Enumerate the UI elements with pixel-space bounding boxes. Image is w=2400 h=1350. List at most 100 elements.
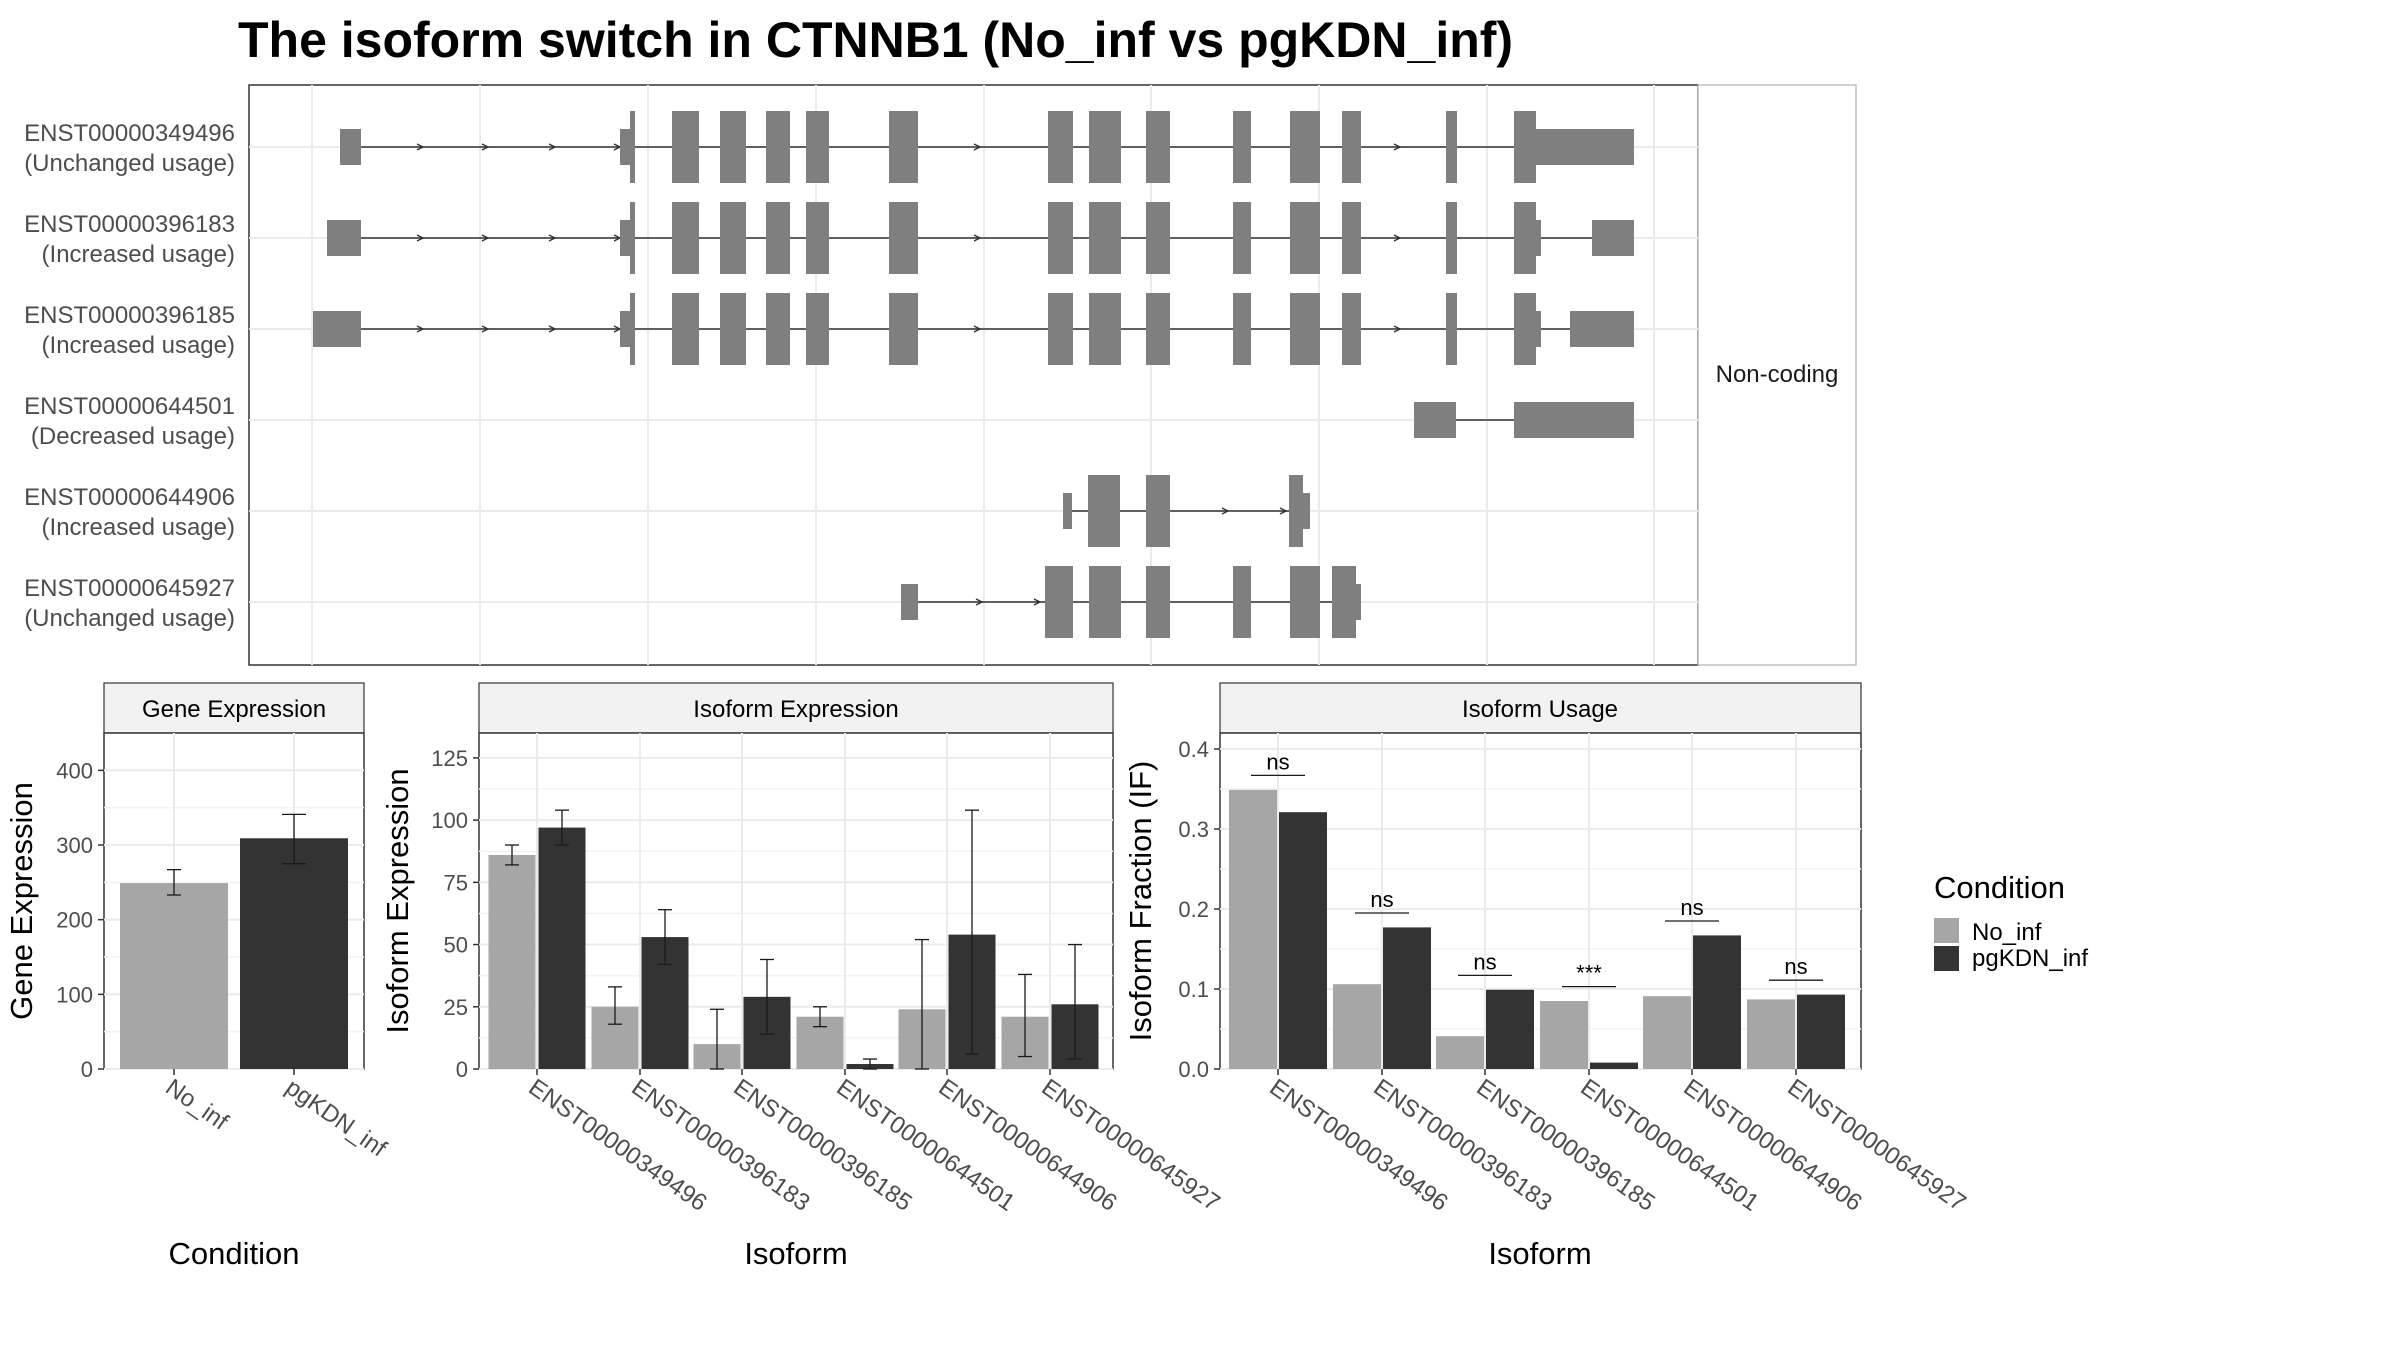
transcript-structure-panel: Non-coding ENST00000349496 (Unchanged usa… [24,84,1857,666]
exon [1048,293,1073,365]
exon [1063,493,1072,529]
error-bar [863,1058,877,1070]
isoform-usage-y-label: Isoform Fraction (IF) [1123,761,1158,1042]
exon [630,111,635,183]
strand-arrow [1393,325,1402,333]
y-tick-label: 400 [56,758,93,783]
x-tick-label: ENST00000644501 [832,1074,1020,1217]
transcript-track [340,111,1634,183]
y-tick-label: 0.0 [1178,1057,1209,1082]
strand-arrow [416,325,425,333]
legend: Condition No_inf pgKDN_inf [1934,870,2088,972]
x-tick-label: ENST00000396183 [627,1074,815,1217]
error-bar [555,809,569,846]
strand-arrow [1221,507,1230,515]
error-bar [608,986,622,1025]
exon [901,584,918,620]
isoform-expression-strip [478,682,1114,734]
bar [1693,935,1741,1069]
exon [1514,293,1536,365]
structure-panel-background [248,84,1699,666]
exon [1290,111,1320,183]
legend-label-no-inf: No_inf [1972,919,2042,946]
exon [1356,584,1361,620]
transcript-track [1414,402,1634,438]
gene-expression-strip [103,682,365,734]
bar [538,827,586,1069]
isoform-expression-chart: Isoform Expression 0 25 50 75 100 125 ENST0000… [380,682,1225,1271]
bar [488,854,536,1069]
strand-arrow [975,598,984,606]
error-bar [710,1008,724,1070]
exon [806,111,829,183]
strand-arrow [1393,143,1402,151]
exon [806,293,829,365]
exon [1048,202,1073,274]
exon [672,202,699,274]
exon [1089,202,1121,274]
gene-expression-x-label: Condition [169,1236,300,1271]
exon [1089,293,1121,365]
exon [1446,111,1457,183]
transcript-usage-label: (Decreased usage) [31,423,235,450]
exon [1290,202,1320,274]
x-tick-label: ENST00000396185 [729,1074,917,1217]
legend-swatch-no-inf [1934,918,1959,943]
structure-strip [1697,84,1857,666]
isoform-usage-x-label: Isoform [1488,1236,1591,1271]
bar [1333,984,1381,1069]
x-tick-label: ENST00000644501 [1576,1074,1764,1217]
exon [1146,293,1170,365]
exon [1536,129,1634,165]
bar [1747,999,1795,1069]
y-tick-label: 100 [56,982,93,1007]
y-tick-label: 0.3 [1178,817,1209,842]
strand-arrow [481,234,490,242]
bar [1590,1062,1638,1069]
exon [1045,566,1050,638]
figure-title: The isoform switch in CTNNB1 (No_inf vs … [238,12,1513,68]
exon [1233,293,1251,365]
isoform-expression-strip-title: Isoform Expression [693,696,898,723]
exon [1514,111,1536,183]
error-bar [658,909,672,966]
error-bar [760,958,774,1035]
y-tick-label: 0 [456,1057,468,1082]
exon [1342,111,1361,183]
gene-expression-chart: Gene Expression 0 100 200 300 400 No_inf pgKDN… [4,682,391,1271]
y-tick-label: 25 [444,995,468,1020]
strand-arrow [973,234,982,242]
exon [1289,475,1303,547]
error-bar [965,809,979,1055]
exon [720,293,746,365]
legend-swatch-pgkdn-inf [1934,946,1959,971]
exon [766,202,790,274]
structure-strip-label: Non-coding [1716,361,1839,388]
exon [672,293,699,365]
bar [1229,789,1277,1069]
exon [1514,202,1536,274]
x-tick-label: ENST00000349496 [524,1074,712,1217]
y-tick-label: 200 [56,908,93,933]
exon [720,202,746,274]
error-bar [813,1006,827,1028]
transcript-id-label: ENST00000645927 [24,575,235,602]
isoform-expression-y-label: Isoform Expression [380,768,415,1033]
transcript-track [327,202,1634,274]
legend-label-pgkdn-inf: pgKDN_inf [1972,945,2088,972]
y-tick-label: 75 [444,870,468,895]
strand-arrow [1279,507,1288,515]
y-tick-label: 0.4 [1178,737,1209,762]
significance-label: ns [1266,749,1289,774]
y-tick-label: 0.2 [1178,897,1209,922]
exon [1332,566,1356,638]
bar [1643,996,1691,1069]
exon [1146,111,1170,183]
exon [889,293,918,365]
x-tick-label: ENST00000396185 [1472,1074,1660,1217]
bar [120,883,228,1069]
isoform-usage-strip [1219,682,1862,734]
x-tick-label: ENST00000645927 [1783,1074,1971,1217]
exon [1514,402,1634,438]
